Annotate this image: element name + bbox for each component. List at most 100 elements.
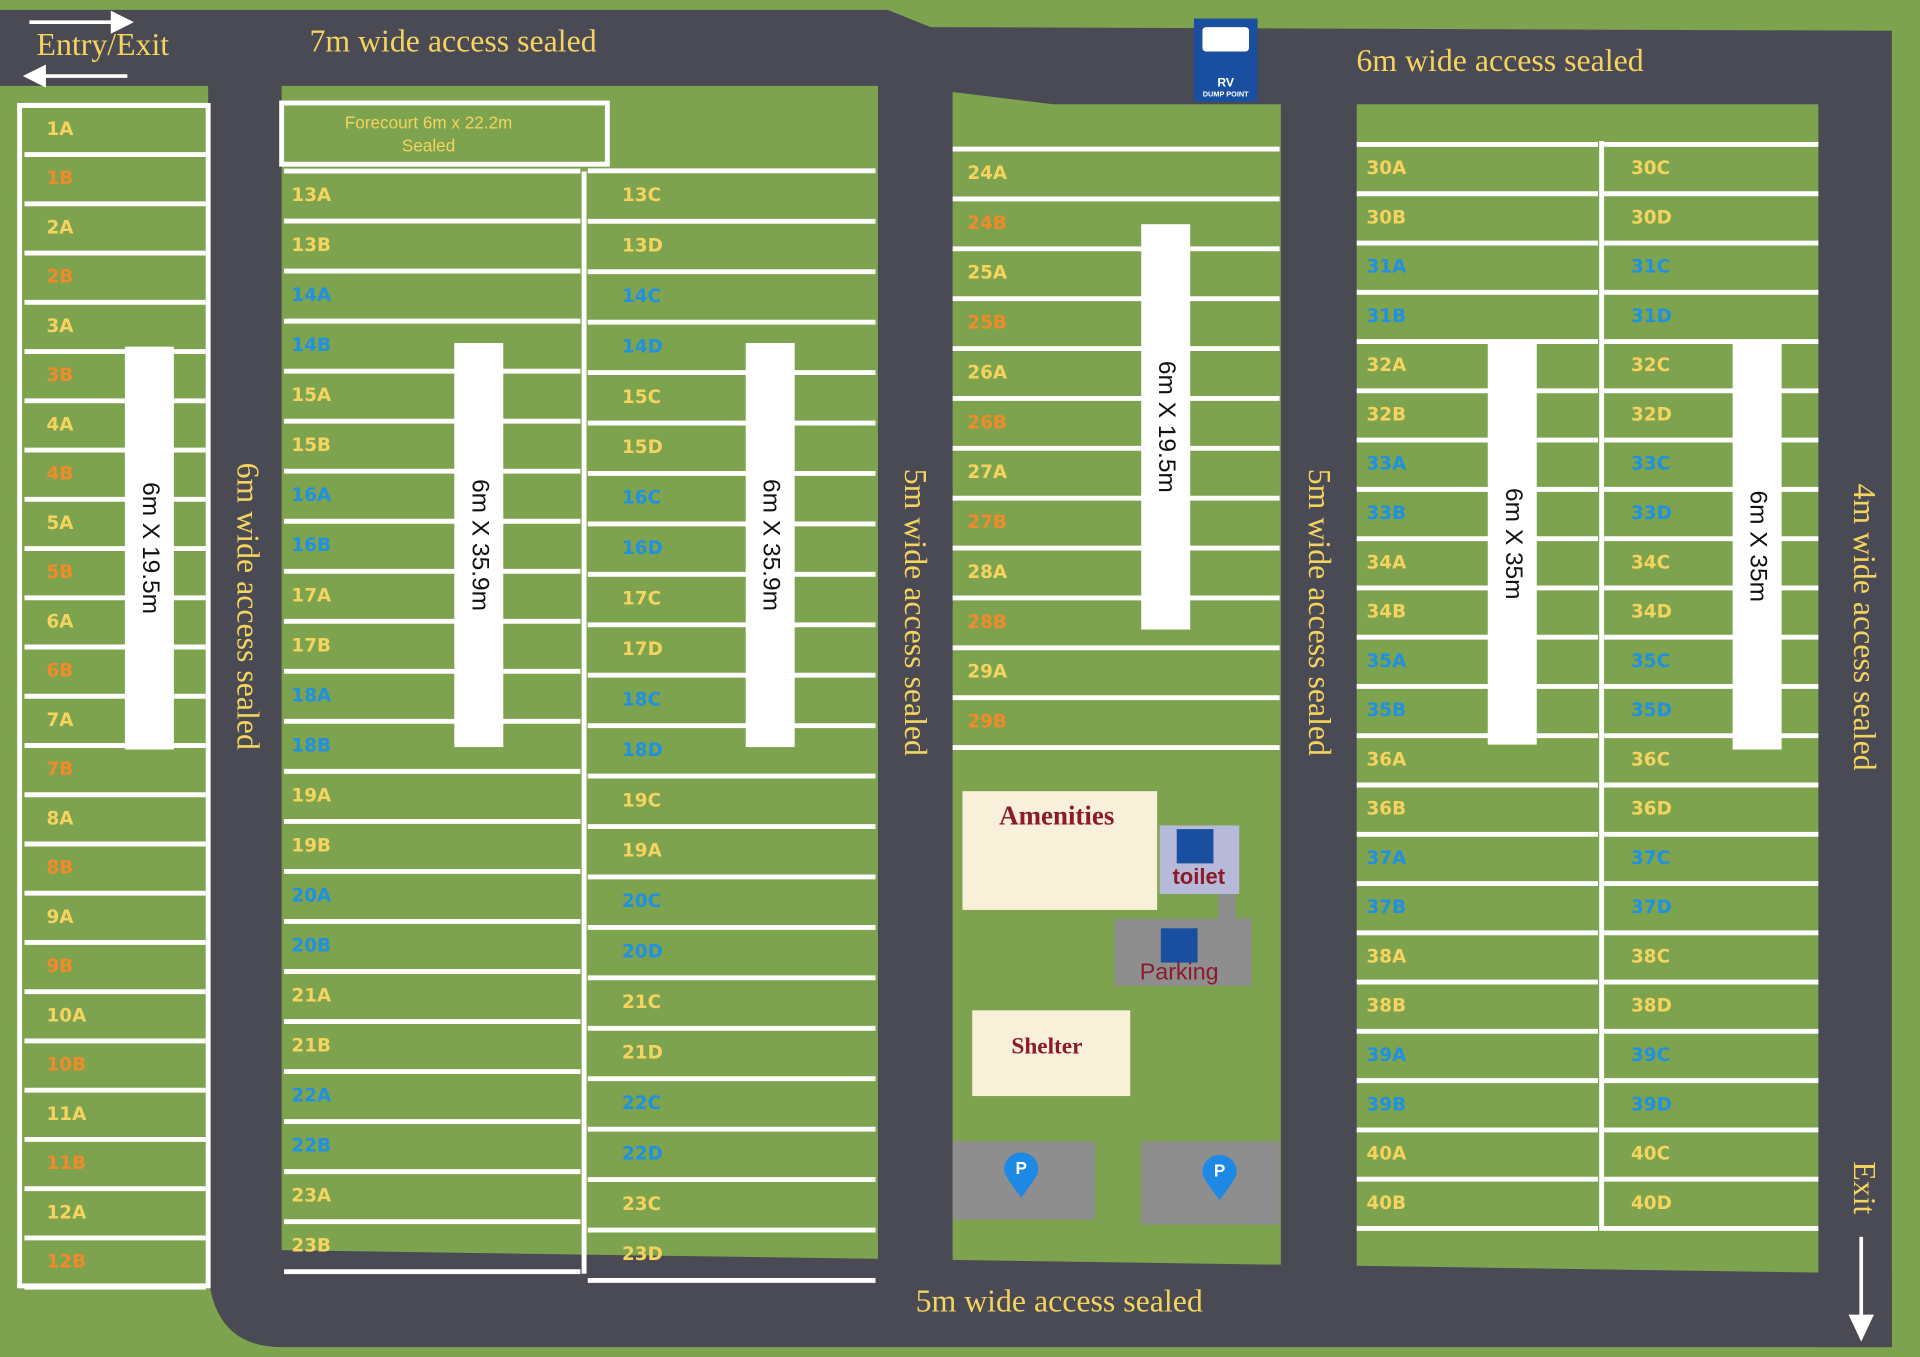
- site-label: 33A: [1367, 454, 1408, 475]
- site-label: 18A: [291, 685, 332, 706]
- road-label: 4m wide access sealed: [1847, 483, 1882, 770]
- site-label: 17C: [622, 589, 661, 610]
- site-label: 33D: [1631, 503, 1672, 524]
- block-strip: [454, 342, 504, 748]
- site-label: 34B: [1367, 602, 1407, 623]
- site-label: 9A: [47, 907, 75, 928]
- site-label: 37B: [1367, 897, 1407, 918]
- site-label: 34A: [1367, 552, 1408, 573]
- site-label: 38C: [1631, 946, 1670, 967]
- road-network: [0, 9, 1892, 1348]
- site-label: 36C: [1631, 749, 1670, 770]
- site-label: 8B: [47, 858, 74, 879]
- accessible-icon: [1160, 928, 1198, 963]
- site-label: 2A: [47, 217, 75, 238]
- site-label: 12A: [47, 1202, 88, 1223]
- site-label: 9B: [47, 956, 74, 977]
- site-label: 21B: [291, 1036, 331, 1057]
- site-label: 6A: [47, 611, 75, 632]
- amenities-label: Amenities: [999, 800, 1114, 830]
- forecourt-label: Forecourt 6m x 22.2m: [345, 112, 513, 132]
- block-strip: [1141, 224, 1191, 630]
- block-label: 6m X 35m: [1500, 488, 1527, 600]
- site-label: 38B: [1367, 996, 1407, 1017]
- site-label: 21D: [622, 1042, 663, 1063]
- site-label: 20A: [291, 885, 332, 906]
- site-label: 19A: [622, 841, 663, 862]
- site-label: 30C: [1631, 158, 1670, 179]
- road-label: 5m wide access sealed: [916, 1284, 1203, 1319]
- site-label: 15D: [622, 437, 663, 458]
- site-label: 34C: [1631, 552, 1670, 573]
- block-label: 6m X 35.9m: [466, 479, 493, 611]
- site-label: 3B: [47, 365, 74, 386]
- site-label: 28B: [967, 612, 1007, 633]
- site-label: 38D: [1631, 996, 1672, 1017]
- site-label: 32A: [1367, 355, 1408, 376]
- site-label: 18D: [622, 740, 663, 761]
- site-label: 12B: [47, 1252, 87, 1273]
- site-label: 19B: [291, 835, 331, 856]
- road-label: 5m wide access sealed: [1302, 469, 1337, 756]
- roads: [0, 9, 1892, 1348]
- site-label: 23A: [291, 1186, 332, 1207]
- site-label: 20C: [622, 891, 661, 912]
- site-label: 7B: [47, 759, 74, 780]
- road-label: 6m wide access sealed: [231, 463, 266, 750]
- site-label: 23C: [622, 1194, 661, 1215]
- site-label: 11A: [47, 1104, 88, 1125]
- shelter-building: [972, 1010, 1131, 1097]
- site-label: 17A: [291, 585, 332, 606]
- site-label: 30D: [1631, 207, 1672, 228]
- site-label: 2B: [47, 267, 74, 288]
- site-label: 24A: [967, 163, 1008, 184]
- site-label: 36D: [1631, 799, 1672, 820]
- site-label: 22D: [622, 1143, 663, 1164]
- site-label: 1B: [47, 168, 74, 189]
- site-label: 20D: [622, 942, 663, 963]
- site-label: 7A: [47, 710, 75, 731]
- site-label: 29B: [967, 712, 1007, 733]
- path: [1218, 894, 1236, 921]
- site-label: 25A: [967, 263, 1008, 284]
- site-label: 37C: [1631, 848, 1670, 869]
- site-label: 20B: [291, 935, 331, 956]
- site-label: 35D: [1631, 700, 1672, 721]
- site-label: 39D: [1631, 1094, 1672, 1115]
- site-label: 21A: [291, 986, 332, 1007]
- site-label: 14C: [622, 286, 661, 307]
- site-label: 5A: [47, 513, 75, 534]
- site-label: 24B: [967, 213, 1007, 234]
- exit-sign: Exit: [1847, 1161, 1882, 1214]
- site-label: 23D: [622, 1244, 663, 1265]
- site-label: 15C: [622, 387, 661, 408]
- site-label: 28A: [967, 562, 1008, 583]
- road-label: 7m wide access sealed: [309, 24, 596, 59]
- site-label: 26A: [967, 362, 1008, 383]
- site-label: 11B: [47, 1153, 87, 1174]
- site-label: 14A: [291, 285, 332, 306]
- site-label: 31A: [1367, 257, 1408, 278]
- block-strip: [124, 346, 174, 750]
- site-label: 40C: [1631, 1144, 1670, 1165]
- site-label: 35A: [1367, 651, 1408, 672]
- rv-label: DUMP POINT: [1203, 89, 1249, 98]
- site-label: 10A: [47, 1005, 88, 1026]
- site-label: 40D: [1631, 1193, 1672, 1214]
- site-label: 23B: [291, 1236, 331, 1257]
- site-label: 10B: [47, 1055, 87, 1076]
- block-label: 6m X 19.5m: [1153, 361, 1180, 493]
- site-label: 17B: [291, 635, 331, 656]
- arrows: [22, 10, 1874, 1342]
- site-label: 40B: [1367, 1193, 1407, 1214]
- site-label: 16C: [622, 488, 661, 509]
- site-label: 8A: [47, 808, 75, 829]
- site-label: 35B: [1367, 700, 1407, 721]
- site-label: 39A: [1367, 1045, 1408, 1066]
- site-label: 31C: [1631, 257, 1670, 278]
- site-label: 1A: [47, 119, 75, 140]
- site-label: 36B: [1367, 799, 1407, 820]
- site-label: 14D: [622, 336, 663, 357]
